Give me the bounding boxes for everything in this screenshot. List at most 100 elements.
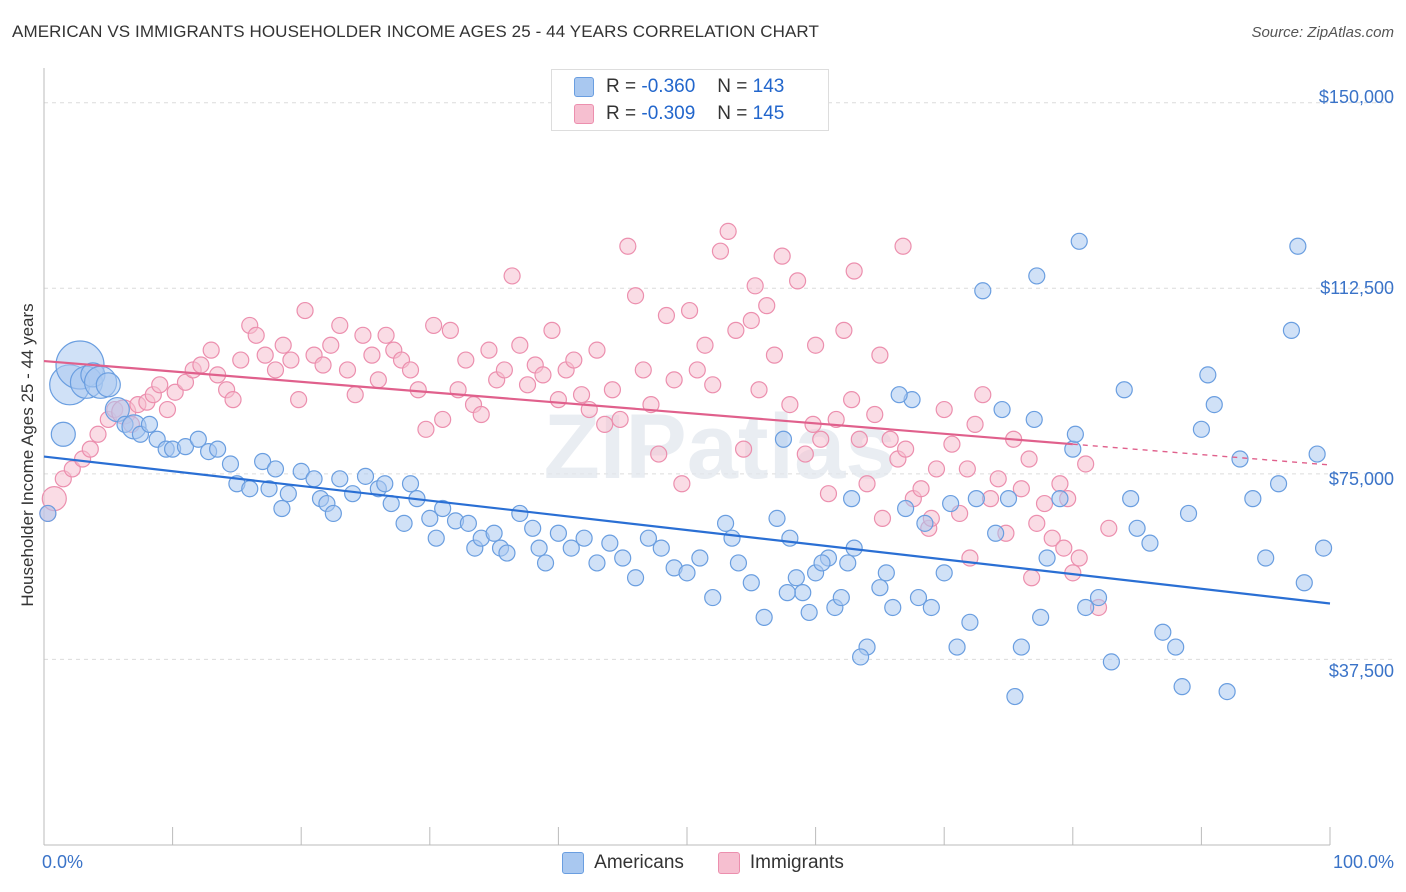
immigrants-point (642, 395, 660, 414)
americans-point (356, 467, 375, 485)
americans-point (524, 519, 542, 537)
legend-row-immigrants: R = -0.309 N = 145 (574, 102, 784, 126)
americans-point (884, 598, 902, 617)
immigrants-point (989, 470, 1007, 488)
americans-point (1102, 653, 1120, 671)
americans-point (498, 544, 516, 562)
americans-point (877, 564, 895, 582)
immigrants-point (549, 391, 568, 409)
immigrants-point (966, 415, 984, 433)
americans-point (601, 534, 619, 552)
americans-point (678, 564, 696, 582)
immigrants-point (827, 410, 845, 429)
americans-point (189, 430, 207, 448)
americans-point (1192, 420, 1211, 438)
immigrants-point (472, 405, 490, 424)
immigrants-trend-line (43, 359, 1073, 446)
americans-point (485, 524, 503, 542)
immigrants-point (688, 361, 706, 379)
americans-point (639, 529, 658, 547)
americans-point (50, 421, 76, 447)
americans-point (1032, 608, 1050, 626)
americans-point (948, 638, 966, 656)
immigrants-point (282, 351, 300, 369)
immigrants-point (665, 371, 683, 389)
immigrants-point (603, 381, 622, 399)
immigrants-point (192, 356, 210, 374)
immigrants-point (835, 321, 853, 339)
immigrants-point (843, 391, 861, 409)
correlation-legend: R = -0.360 N = 143 R = -0.309 N = 145 (551, 69, 829, 131)
immigrants-trend-extension (1072, 443, 1331, 466)
americans-point (691, 549, 709, 567)
r-value: -0.309 (641, 103, 696, 124)
americans-point (1141, 534, 1159, 552)
immigrants-point (314, 356, 332, 374)
americans-point (852, 648, 870, 666)
immigrants-point (858, 475, 876, 493)
immigrants-point (912, 480, 930, 498)
immigrants-point (511, 336, 529, 354)
r-value: -0.360 (641, 76, 696, 97)
immigrants-point (1020, 450, 1038, 468)
legend-item-americans[interactable]: Americans (562, 852, 684, 874)
americans-point (993, 400, 1011, 419)
americans-point (1231, 450, 1249, 468)
immigrants-point (873, 509, 892, 528)
americans-point (909, 588, 928, 607)
immigrants-point (711, 242, 730, 260)
americans-point (1257, 549, 1275, 567)
americans-point (652, 539, 670, 557)
x-max-label: 100.0% (1332, 852, 1394, 872)
immigrants-point (626, 287, 645, 305)
americans-point (787, 569, 805, 587)
americans-point (1173, 678, 1191, 696)
americans-point (1244, 490, 1262, 508)
immigrants-point (1028, 514, 1046, 532)
americans-point (1289, 237, 1307, 255)
immigrants-point (935, 400, 953, 419)
americans-point (395, 514, 413, 532)
immigrants-point (1023, 569, 1041, 587)
y-tick-label: $75,000 (1328, 469, 1394, 489)
americans-point (176, 438, 195, 456)
r-label: R = (606, 76, 637, 97)
americans-point (778, 584, 796, 602)
americans-point (376, 475, 394, 493)
immigrants-point (480, 341, 498, 359)
americans-point (1167, 638, 1185, 656)
legend-item-immigrants[interactable]: Immigrants (717, 852, 844, 874)
trend-lines (43, 359, 1331, 605)
immigrants-point (719, 222, 737, 240)
americans-point (967, 490, 985, 508)
series-legend: Americans Immigrants (0, 852, 1406, 874)
americans-point (922, 598, 940, 617)
immigrants-point (434, 410, 452, 429)
immigrants-point (812, 430, 830, 448)
immigrants-point (1035, 494, 1054, 513)
immigrants-point (746, 277, 764, 295)
immigrants-point (788, 272, 807, 290)
n-value: 143 (752, 76, 785, 97)
immigrants-point (750, 381, 768, 399)
americans-point (794, 584, 812, 602)
immigrants-point (680, 301, 699, 320)
americans-point (549, 524, 568, 542)
americans-point (987, 524, 1005, 542)
americans-point (140, 415, 159, 433)
immigrants-point (765, 346, 784, 364)
americans-point (292, 462, 310, 480)
immigrants-point (742, 311, 760, 330)
immigrants-point (845, 262, 863, 280)
immigrants-point (1043, 529, 1061, 547)
americans-point (843, 490, 861, 508)
immigrants-point (881, 430, 899, 448)
immigrants-point (369, 371, 387, 389)
immigrants-point (572, 386, 591, 404)
americans-trend-line (43, 455, 1331, 605)
americans-point (1070, 232, 1088, 250)
americans-point (1128, 519, 1146, 537)
immigrants-swatch (717, 852, 740, 874)
immigrants-point (232, 351, 250, 369)
